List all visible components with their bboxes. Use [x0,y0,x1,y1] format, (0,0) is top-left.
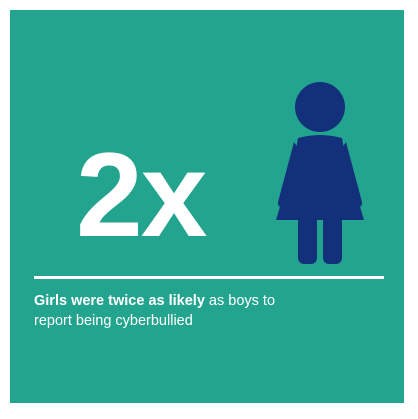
caption-rest-line1: as boys to [204,293,276,309]
divider [34,276,384,279]
caption: Girls were twice as likely as boys to re… [34,291,394,331]
stat-value: 2x [76,128,207,262]
caption-rest-line2: report being cyberbullied [34,313,193,329]
girl-figure-icon [276,82,364,264]
infographic-card: 2x Girls were twice as likely as boys to… [10,10,404,403]
caption-emphasis: Girls were twice as likely [34,293,205,309]
